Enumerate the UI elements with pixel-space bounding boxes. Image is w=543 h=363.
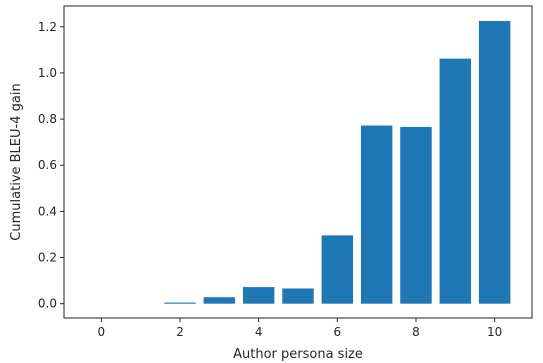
x-tick-label: 2 [176, 325, 184, 339]
x-tick-label: 4 [255, 325, 263, 339]
x-tick-label: 6 [334, 325, 342, 339]
plot-frame [63, 5, 533, 319]
y-tick-label: 0.0 [38, 297, 57, 311]
y-tick-label: 1.2 [38, 20, 57, 34]
y-axis-label: Cumulative BLEU-4 gain [9, 83, 24, 240]
y-tick-label: 0.2 [38, 251, 57, 265]
x-tick-label: 10 [487, 325, 502, 339]
bar-4 [242, 287, 275, 304]
x-tick-label: 8 [412, 325, 420, 339]
x-tick-label: 0 [98, 325, 106, 339]
bar-9 [439, 58, 472, 304]
y-ticks-group: 0.0 0.2 0.4 0.6 0.8 1.0 1.2 [38, 20, 64, 311]
y-tick-label: 1.0 [38, 66, 57, 80]
y-tick-label: 0.6 [38, 158, 57, 172]
bar-8 [400, 126, 432, 304]
bars-group [124, 21, 511, 304]
x-ticks-group: 0 2 4 6 8 10 [98, 318, 502, 339]
bar-5 [282, 288, 314, 304]
bar-2 [164, 302, 196, 304]
bar-10 [478, 21, 511, 304]
bar-3 [203, 297, 236, 304]
x-axis-label: Author persona size [233, 347, 363, 362]
y-tick-label: 0.4 [38, 204, 57, 218]
bar-7 [360, 125, 393, 304]
bar-6 [321, 235, 354, 304]
y-tick-label: 0.8 [38, 112, 57, 126]
